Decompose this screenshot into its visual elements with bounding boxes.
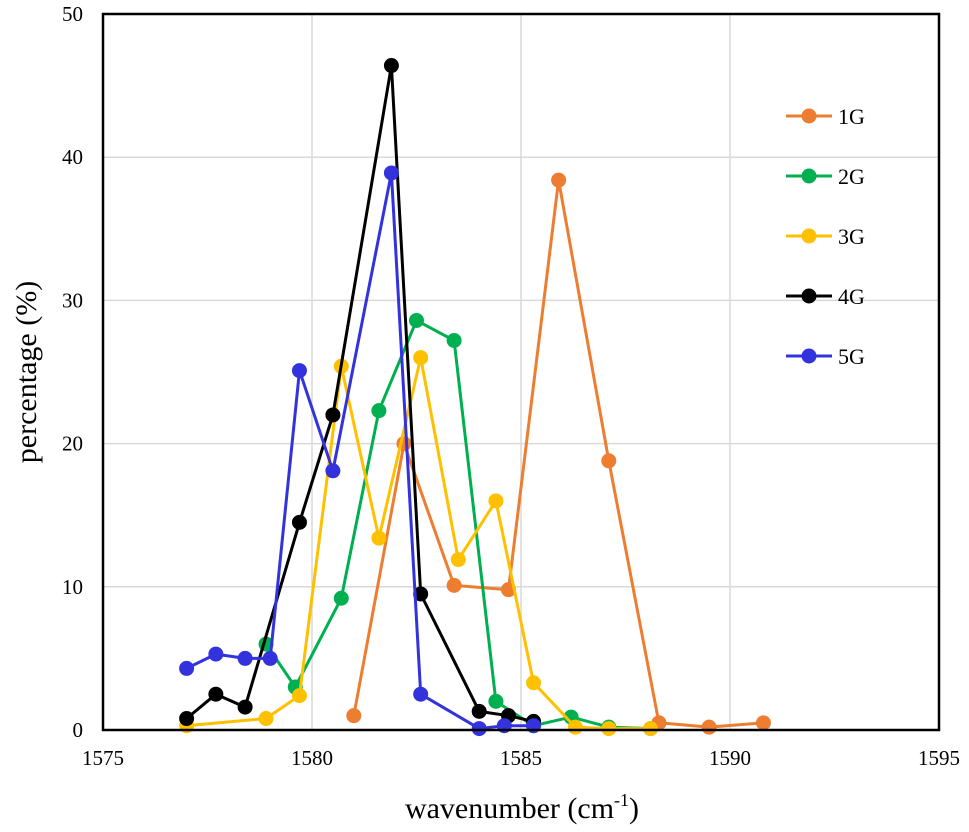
series-5G bbox=[179, 165, 542, 737]
data-point bbox=[413, 686, 429, 702]
legend-marker bbox=[801, 168, 817, 184]
data-point bbox=[526, 675, 542, 691]
series-line bbox=[185, 64, 534, 723]
legend-label: 5G bbox=[838, 344, 865, 369]
data-point bbox=[488, 693, 504, 709]
legend-marker bbox=[801, 228, 817, 244]
x-axis-title-superscript: -1 bbox=[614, 790, 629, 810]
data-point bbox=[291, 514, 307, 530]
legend-item: 2G bbox=[786, 164, 865, 189]
data-point bbox=[413, 350, 429, 366]
data-point bbox=[179, 660, 195, 676]
legend-marker bbox=[801, 288, 817, 304]
legend-item: 4G bbox=[786, 284, 865, 309]
legend: 1G 2G 3G 4G 5G bbox=[786, 104, 865, 369]
legend-item: 1G bbox=[786, 104, 865, 129]
data-point bbox=[488, 493, 504, 509]
y-tick-label: 30 bbox=[62, 288, 83, 312]
data-point bbox=[179, 711, 195, 727]
data-point bbox=[409, 312, 424, 328]
data-point bbox=[237, 699, 253, 715]
data-point bbox=[208, 646, 224, 662]
y-axis-title: percentage (%) bbox=[10, 281, 43, 463]
data-point bbox=[383, 58, 399, 74]
data-point bbox=[567, 719, 583, 735]
data-point bbox=[601, 453, 617, 469]
y-tick-label: 20 bbox=[62, 432, 83, 456]
data-point bbox=[471, 703, 487, 719]
data-point bbox=[258, 711, 274, 727]
data-point bbox=[601, 721, 617, 737]
x-tick-label: 1595 bbox=[918, 746, 960, 770]
data-point bbox=[291, 363, 307, 379]
data-point bbox=[371, 403, 387, 419]
x-tick-label: 1590 bbox=[709, 746, 751, 770]
y-tick-label: 0 bbox=[73, 718, 84, 742]
data-point bbox=[333, 590, 349, 606]
data-point bbox=[262, 650, 278, 666]
data-point bbox=[413, 586, 429, 602]
data-point bbox=[551, 172, 567, 188]
legend-label: 1G bbox=[838, 104, 865, 129]
x-tick-labels: 1575 1580 1585 1590 1595 bbox=[82, 746, 960, 770]
x-axis-title-close: ) bbox=[629, 792, 639, 825]
data-point bbox=[325, 407, 341, 423]
x-tick-label: 1585 bbox=[500, 746, 542, 770]
x-axis-title-main: wavenumber (cm bbox=[405, 792, 614, 825]
data-point bbox=[755, 715, 771, 731]
x-axis-title: wavenumber (cm-1) bbox=[405, 790, 639, 825]
y-tick-label: 50 bbox=[62, 2, 83, 26]
data-point bbox=[291, 688, 307, 704]
data-point bbox=[471, 721, 487, 737]
data-point bbox=[643, 721, 659, 737]
legend-item: 3G bbox=[786, 224, 865, 249]
data-point bbox=[446, 577, 462, 593]
series-line bbox=[352, 178, 764, 729]
plot-frame bbox=[101, 12, 941, 732]
y-tick-labels: 0 10 20 30 40 50 bbox=[62, 2, 83, 742]
data-point bbox=[346, 708, 362, 724]
legend-label: 3G bbox=[838, 224, 865, 249]
series-group bbox=[179, 58, 771, 737]
y-tick-label: 40 bbox=[62, 145, 83, 169]
data-point bbox=[701, 719, 717, 735]
legend-marker bbox=[801, 348, 817, 364]
data-point bbox=[325, 463, 341, 479]
series-1G bbox=[346, 172, 771, 735]
data-point bbox=[446, 332, 462, 348]
data-point bbox=[371, 530, 387, 546]
x-tick-label: 1580 bbox=[291, 746, 333, 770]
legend-item: 5G bbox=[786, 344, 865, 369]
legend-marker bbox=[801, 108, 817, 124]
data-point bbox=[208, 686, 224, 702]
data-point bbox=[383, 165, 399, 181]
legend-label: 2G bbox=[838, 164, 865, 189]
legend-label: 4G bbox=[838, 284, 865, 309]
x-tick-label: 1575 bbox=[82, 746, 124, 770]
y-tick-label: 10 bbox=[62, 575, 83, 599]
data-point bbox=[237, 650, 253, 666]
data-point bbox=[450, 552, 466, 568]
